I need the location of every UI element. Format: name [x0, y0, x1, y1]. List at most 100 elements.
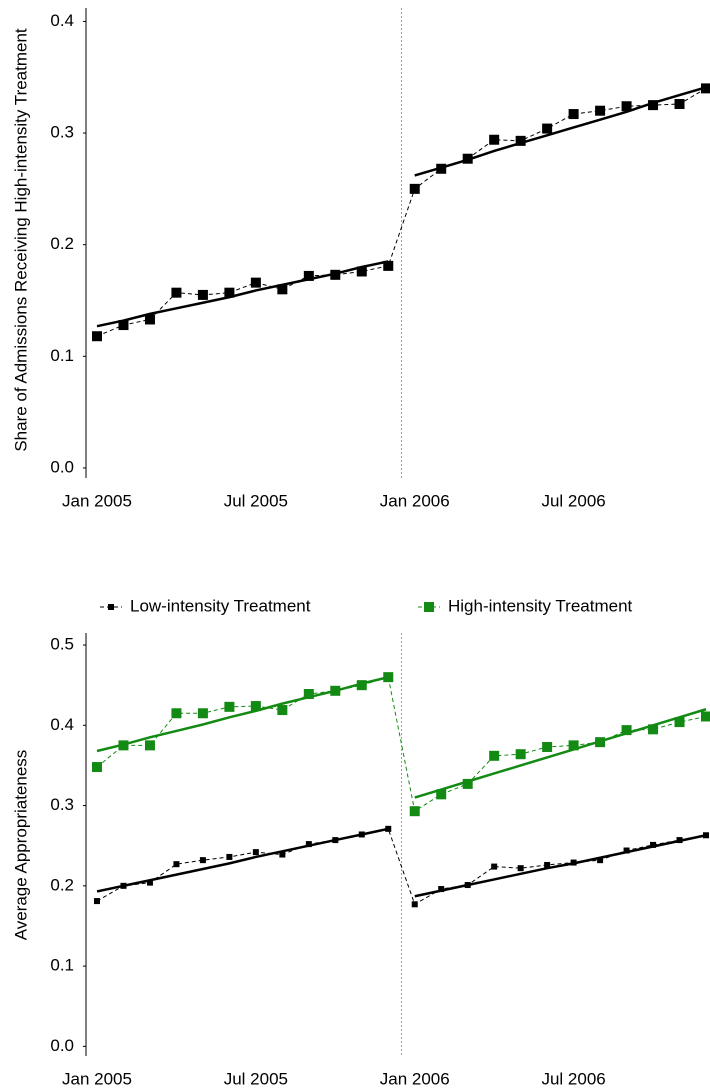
y-tick-label: 0.4: [50, 11, 74, 30]
marker: [648, 100, 659, 111]
marker: [383, 260, 394, 271]
legend-marker: [108, 604, 114, 610]
marker: [595, 105, 606, 116]
marker: [650, 841, 657, 848]
marker: [146, 879, 153, 886]
marker: [491, 863, 498, 870]
marker: [621, 725, 632, 736]
marker: [464, 882, 471, 889]
marker: [171, 287, 182, 298]
marker: [411, 901, 418, 908]
marker: [674, 717, 685, 728]
marker: [595, 737, 606, 748]
marker: [279, 851, 286, 858]
data-line: [96, 828, 707, 906]
marker: [358, 831, 365, 838]
marker: [197, 708, 208, 719]
marker: [250, 277, 261, 288]
marker: [674, 99, 685, 110]
marker: [462, 153, 473, 164]
y-tick-label: 0.3: [50, 795, 74, 814]
marker: [356, 680, 367, 691]
marker: [489, 134, 500, 145]
marker: [250, 701, 261, 712]
marker: [383, 672, 394, 683]
marker: [173, 861, 180, 868]
marker: [489, 750, 500, 761]
y-tick-label: 0.1: [50, 346, 74, 365]
marker: [568, 740, 579, 751]
y-tick-label: 0.0: [50, 457, 74, 476]
y-tick-label: 0.2: [50, 875, 74, 894]
marker: [94, 898, 100, 905]
marker: [515, 749, 526, 760]
marker: [144, 314, 155, 325]
marker: [703, 832, 709, 839]
marker: [224, 287, 235, 298]
y-axis-label: Share of Admissions Receiving High-inten…: [11, 28, 30, 452]
marker: [436, 163, 447, 174]
marker: [118, 320, 129, 331]
marker: [462, 778, 473, 789]
marker: [252, 849, 259, 856]
legend-marker: [424, 602, 434, 612]
marker: [409, 183, 420, 194]
marker: [542, 741, 553, 752]
marker: [570, 859, 577, 866]
fit-line: [96, 260, 389, 328]
marker: [515, 135, 526, 146]
marker: [568, 109, 579, 120]
marker: [648, 724, 659, 735]
marker: [332, 837, 339, 844]
x-tick-label: Jan 2005: [62, 1069, 132, 1088]
legend-label: Low-intensity Treatment: [130, 596, 311, 615]
fit-line: [414, 86, 707, 177]
marker: [92, 762, 102, 773]
marker: [226, 853, 233, 860]
marker: [597, 857, 604, 864]
y-tick-label: 0.1: [50, 956, 74, 975]
marker: [330, 685, 341, 696]
marker: [303, 270, 314, 281]
y-axis-label: Average Appropriateness: [11, 750, 30, 941]
x-tick-label: Jan 2006: [380, 491, 450, 510]
marker: [199, 857, 206, 864]
marker: [436, 789, 447, 800]
marker: [197, 289, 208, 300]
legend-label: High-intensity Treatment: [448, 596, 633, 615]
marker: [385, 825, 392, 832]
fit-line: [414, 834, 707, 898]
marker: [623, 847, 630, 854]
marker: [330, 269, 341, 280]
y-tick-label: 0.2: [50, 234, 74, 253]
y-tick-label: 0.4: [50, 715, 74, 734]
marker: [621, 101, 632, 112]
marker: [701, 83, 710, 94]
x-tick-label: Jul 2006: [541, 491, 605, 510]
x-tick-label: Jul 2006: [541, 1069, 605, 1088]
marker: [120, 882, 127, 889]
marker: [224, 701, 235, 712]
y-tick-label: 0.0: [50, 1036, 74, 1055]
marker: [542, 123, 553, 134]
x-tick-label: Jul 2005: [224, 1069, 288, 1088]
marker: [144, 740, 155, 751]
fit-line: [96, 675, 389, 753]
marker: [171, 708, 182, 719]
x-tick-label: Jul 2005: [224, 491, 288, 510]
y-tick-label: 0.5: [50, 635, 74, 654]
marker: [118, 740, 129, 751]
marker: [305, 841, 312, 848]
fit-line: [96, 827, 389, 893]
marker: [701, 711, 710, 722]
marker: [409, 806, 420, 817]
marker: [277, 705, 288, 716]
marker: [517, 865, 524, 872]
marker: [544, 861, 551, 868]
y-tick-label: 0.3: [50, 123, 74, 142]
marker: [92, 331, 102, 342]
marker: [277, 284, 288, 295]
x-tick-label: Jan 2006: [380, 1069, 450, 1088]
x-tick-label: Jan 2005: [62, 491, 132, 510]
